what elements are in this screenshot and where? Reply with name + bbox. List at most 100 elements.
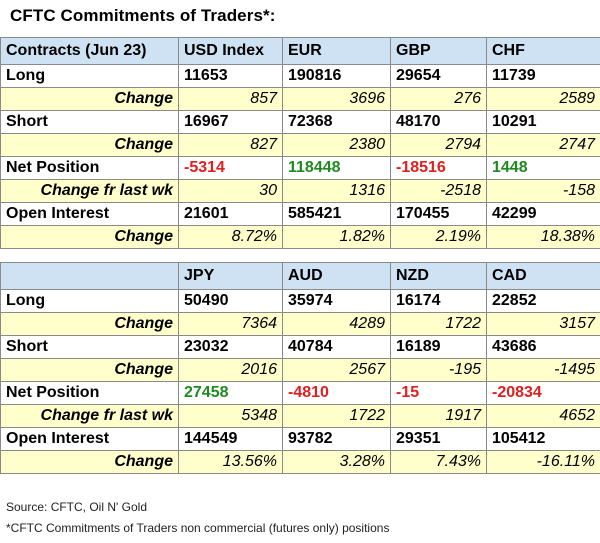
short-value: 23032 [178,335,283,359]
change-value: -2518 [390,179,487,203]
change-value: 1917 [390,404,487,428]
open-interest-row: Open Interest 21601 585421 170455 42299 [0,202,600,226]
table-header-row: Contracts (Jun 23) USD Index EUR GBP CHF [0,37,600,65]
header-blank [0,262,179,290]
net-position-value: 27458 [178,381,283,405]
footnote: *CFTC Commitments of Traders non commerc… [6,521,390,535]
change-value: 5348 [178,404,283,428]
change-value: 857 [178,87,283,111]
row-label-short: Short [0,110,179,134]
row-label-net-position: Net Position [0,156,179,180]
row-label-change-fr-last-wk: Change fr last wk [0,179,179,203]
short-change-row: Change 2016 2567 -195 -1495 [0,358,600,382]
open-interest-change-row: Change 13.56% 3.28% 7.43% -16.11% [0,450,600,474]
short-value: 16189 [390,335,487,359]
change-value: 2567 [282,358,391,382]
net-position-value: -15 [390,381,487,405]
header-aud: AUD [282,262,391,290]
table-header-row: JPY AUD NZD CAD [0,262,600,290]
net-change-row: Change fr last wk 30 1316 -2518 -158 [0,179,600,203]
net-position-value: 118448 [282,156,391,180]
change-value: 2794 [390,133,487,157]
header-cad: CAD [486,262,600,290]
net-position-value: -20834 [486,381,600,405]
short-value: 48170 [390,110,487,134]
change-value: 2016 [178,358,283,382]
row-label-open-interest: Open Interest [0,427,179,451]
change-value: 1722 [282,404,391,428]
change-value: 2380 [282,133,391,157]
net-position-value: -18516 [390,156,487,180]
short-value: 16967 [178,110,283,134]
short-row: Short 23032 40784 16189 43686 [0,335,600,359]
net-position-row: Net Position -5314 118448 -18516 1448 [0,156,600,180]
row-label-change: Change [0,225,179,249]
open-interest-value: 93782 [282,427,391,451]
cftc-table-majors: Contracts (Jun 23) USD Index EUR GBP CHF… [0,37,600,249]
row-label-change: Change [0,358,179,382]
net-position-value: 1448 [486,156,600,180]
change-value: 3157 [486,312,600,336]
long-change-row: Change 857 3696 276 2589 [0,87,600,111]
long-change-row: Change 7364 4289 1722 3157 [0,312,600,336]
change-value: 8.72% [178,225,283,249]
long-value: 190816 [282,64,391,88]
net-position-value: -4810 [282,381,391,405]
header-eur: EUR [282,37,391,65]
row-label-change: Change [0,87,179,111]
change-value: 7364 [178,312,283,336]
row-label-change: Change [0,133,179,157]
short-value: 10291 [486,110,600,134]
net-position-value: -5314 [178,156,283,180]
row-label-long: Long [0,64,179,88]
header-chf: CHF [486,37,600,65]
row-label-change: Change [0,312,179,336]
short-row: Short 16967 72368 48170 10291 [0,110,600,134]
change-value: 827 [178,133,283,157]
row-label-short: Short [0,335,179,359]
change-value: -195 [390,358,487,382]
short-value: 43686 [486,335,600,359]
open-interest-value: 144549 [178,427,283,451]
long-row: Long 50490 35974 16174 22852 [0,289,600,313]
long-value: 11653 [178,64,283,88]
change-value: 276 [390,87,487,111]
long-value: 29654 [390,64,487,88]
row-label-long: Long [0,289,179,313]
long-value: 35974 [282,289,391,313]
short-value: 72368 [282,110,391,134]
row-label-open-interest: Open Interest [0,202,179,226]
row-label-change-fr-last-wk: Change fr last wk [0,404,179,428]
change-value: 1316 [282,179,391,203]
long-value: 50490 [178,289,283,313]
open-interest-row: Open Interest 144549 93782 29351 105412 [0,427,600,451]
open-interest-change-row: Change 8.72% 1.82% 2.19% 18.38% [0,225,600,249]
change-value: 13.56% [178,450,283,474]
change-value: 30 [178,179,283,203]
header-nzd: NZD [390,262,487,290]
change-value: 7.43% [390,450,487,474]
open-interest-value: 170455 [390,202,487,226]
change-value: 1.82% [282,225,391,249]
row-label-net-position: Net Position [0,381,179,405]
change-value: -158 [486,179,600,203]
change-value: 4289 [282,312,391,336]
change-value: 1722 [390,312,487,336]
long-row: Long 11653 190816 29654 11739 [0,64,600,88]
header-contracts-date: Contracts (Jun 23) [0,37,179,65]
change-value: 3.28% [282,450,391,474]
long-value: 11739 [486,64,600,88]
source-note: Source: CFTC, Oil N' Gold [6,500,147,514]
change-value: -1495 [486,358,600,382]
short-change-row: Change 827 2380 2794 2747 [0,133,600,157]
change-value: -16.11% [486,450,600,474]
header-usd-index: USD Index [178,37,283,65]
row-label-change: Change [0,450,179,474]
change-value: 3696 [282,87,391,111]
short-value: 40784 [282,335,391,359]
open-interest-value: 105412 [486,427,600,451]
long-value: 22852 [486,289,600,313]
change-value: 2747 [486,133,600,157]
net-position-row: Net Position 27458 -4810 -15 -20834 [0,381,600,405]
long-value: 16174 [390,289,487,313]
